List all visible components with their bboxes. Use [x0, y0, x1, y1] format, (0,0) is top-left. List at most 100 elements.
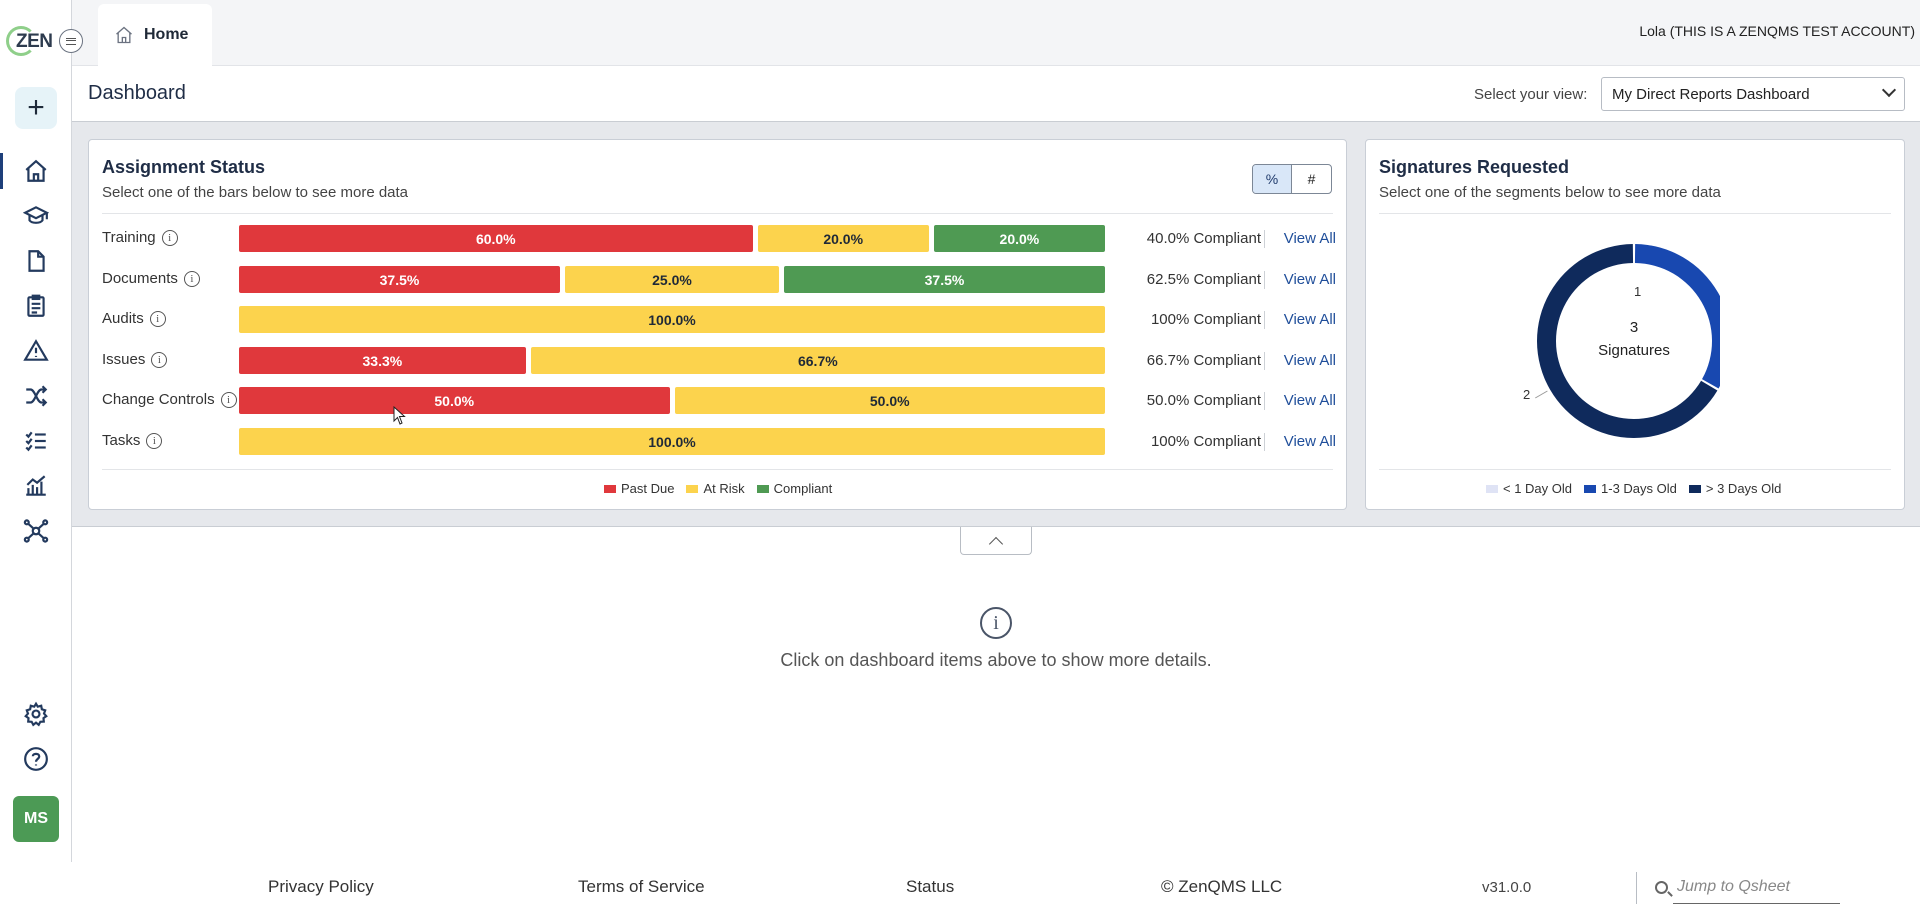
- row-label: Training i: [102, 229, 178, 246]
- signatures-card: Signatures Requested Select one of the s…: [1365, 139, 1905, 510]
- row-label: Documents i: [102, 270, 200, 287]
- divider: [1379, 213, 1891, 214]
- info-icon[interactable]: i: [220, 391, 237, 408]
- past-due-bar[interactable]: 37.5%: [239, 266, 560, 293]
- avatar[interactable]: MS: [13, 796, 59, 842]
- compliance-text: 100% Compliant: [1150, 433, 1261, 450]
- qsheet-search-input[interactable]: Jump to Qsheet: [1636, 872, 1840, 904]
- view-select-value: My Direct Reports Dashboard: [1612, 86, 1810, 103]
- signatures-donut-chart: 1 2 3 Signatures: [1523, 244, 1720, 438]
- divider: [1379, 469, 1891, 470]
- shuffle-icon[interactable]: [0, 376, 72, 416]
- compliant-bar[interactable]: 20.0%: [933, 225, 1105, 252]
- percent-toggle-button[interactable]: %: [1253, 165, 1292, 193]
- compliance-text: 50.0% Compliant: [1146, 392, 1261, 409]
- count-toggle-button[interactable]: #: [1307, 171, 1316, 187]
- view-select[interactable]: My Direct Reports Dashboard: [1601, 77, 1905, 111]
- assignment-row: Audits i 100.0% 100% Compliant View All: [102, 303, 1336, 335]
- compliant-bar[interactable]: 37.5%: [784, 266, 1105, 293]
- row-label: Tasks i: [102, 432, 163, 449]
- signatures-legend: < 1 Day Old 1-3 Days Old > 3 Days Old: [1486, 481, 1781, 496]
- qsheet-placeholder: Jump to Qsheet: [1677, 878, 1790, 895]
- view-all-link[interactable]: View All: [1283, 230, 1336, 247]
- legend-compliant: Compliant: [756, 481, 832, 496]
- view-all-link[interactable]: View All: [1283, 352, 1336, 369]
- checklist-icon[interactable]: [0, 421, 72, 461]
- tab-home[interactable]: Home: [98, 4, 212, 66]
- compliance-text: 100% Compliant: [1150, 311, 1261, 328]
- past-due-bar[interactable]: 33.3%: [239, 347, 526, 374]
- page-title: Dashboard: [88, 82, 186, 104]
- terms-of-service-link[interactable]: Terms of Service: [578, 877, 705, 896]
- home-icon[interactable]: [0, 151, 72, 191]
- legend-gt3-days[interactable]: > 3 Days Old: [1688, 481, 1781, 496]
- info-icon[interactable]: i: [151, 351, 168, 368]
- search-icon: [1655, 881, 1668, 894]
- donut-label-1-3-days: 1: [1634, 284, 1641, 299]
- at-risk-bar[interactable]: 66.7%: [530, 347, 1105, 374]
- details-hint: Click on dashboard items above to show m…: [780, 650, 1212, 670]
- info-icon: i: [980, 607, 1012, 639]
- legend-past-due: Past Due: [604, 481, 674, 496]
- view-all-link[interactable]: View All: [1283, 433, 1336, 450]
- row-label: Change Controls i: [102, 391, 237, 408]
- assignment-row: Training i 60.0% 20.0% 20.0% 40.0% Compliant V…: [102, 222, 1336, 254]
- donut-segment-1-3-days[interactable]: [1634, 244, 1720, 389]
- status-bars: 60.0% 20.0% 20.0%: [239, 225, 1105, 252]
- status-bars: 33.3% 66.7%: [239, 347, 1105, 374]
- row-label: Issues i: [102, 351, 168, 368]
- info-icon[interactable]: i: [146, 432, 163, 449]
- menu-toggle-icon[interactable]: [59, 29, 83, 53]
- version-label: v31.0.0: [1482, 879, 1532, 896]
- chart-icon[interactable]: [0, 466, 72, 506]
- status-bars: 100.0%: [239, 306, 1105, 333]
- info-icon[interactable]: i: [161, 229, 178, 246]
- network-icon[interactable]: [0, 511, 72, 551]
- legend-lt1-day[interactable]: < 1 Day Old: [1486, 481, 1572, 496]
- view-all-link[interactable]: View All: [1283, 311, 1336, 328]
- warning-icon[interactable]: [0, 331, 72, 371]
- help-icon[interactable]: [0, 739, 72, 779]
- assignment-status-title: Assignment Status: [102, 157, 266, 177]
- compliance-text: 66.7% Compliant: [1146, 352, 1261, 369]
- tab-home-label: Home: [144, 26, 189, 43]
- at-risk-bar[interactable]: 50.0%: [674, 387, 1105, 414]
- gear-icon[interactable]: [0, 694, 72, 734]
- chevron-down-icon: [1881, 82, 1897, 98]
- at-risk-bar[interactable]: 100.0%: [239, 306, 1105, 333]
- at-risk-bar[interactable]: 25.0%: [565, 266, 779, 293]
- at-risk-bar[interactable]: 100.0%: [239, 428, 1105, 455]
- assignment-row: Tasks i 100.0% 100% Compliant View All: [102, 425, 1336, 457]
- past-due-bar[interactable]: 60.0%: [239, 225, 753, 252]
- assignment-legend: Past Due At Risk Compliant: [604, 481, 832, 496]
- at-risk-bar[interactable]: 20.0%: [757, 225, 929, 252]
- assignment-row: Documents i 37.5% 25.0% 37.5% 62.5% Compliant…: [102, 263, 1336, 295]
- assignment-status-card: Assignment Status Select one of the bars…: [88, 139, 1347, 510]
- clipboard-icon[interactable]: [0, 286, 72, 326]
- assignment-row: Change Controls i 50.0% 50.0% 50.0% Complian…: [102, 384, 1336, 416]
- privacy-policy-link[interactable]: Privacy Policy: [268, 877, 374, 896]
- info-icon[interactable]: i: [183, 270, 200, 287]
- info-icon[interactable]: i: [149, 310, 166, 327]
- row-label: Audits i: [102, 310, 166, 327]
- graduation-cap-icon[interactable]: [0, 196, 72, 236]
- footer: Privacy Policy Terms of Service Status ©…: [0, 862, 1920, 912]
- home-tab-icon: [116, 26, 132, 44]
- percent-count-toggle: % #: [1252, 164, 1332, 194]
- document-icon[interactable]: [0, 241, 72, 281]
- signatures-title: Signatures Requested: [1379, 157, 1570, 177]
- user-name[interactable]: Lola (THIS IS A ZENQMS TEST ACCOUNT): [1639, 23, 1915, 39]
- donut-leader-line: [1535, 390, 1548, 399]
- zen-logo[interactable]: ZEN: [6, 24, 53, 58]
- mouse-cursor-icon: [393, 406, 406, 425]
- past-due-bar[interactable]: 50.0%: [239, 387, 670, 414]
- add-button[interactable]: +: [15, 87, 57, 129]
- collapse-panel-button[interactable]: [960, 527, 1032, 555]
- view-all-link[interactable]: View All: [1283, 392, 1336, 409]
- legend-1-3-days[interactable]: 1-3 Days Old: [1584, 481, 1677, 496]
- donut-label-gt3-days: 2: [1523, 387, 1530, 402]
- status-link[interactable]: Status: [906, 877, 955, 896]
- divider: [102, 469, 1333, 470]
- view-all-link[interactable]: View All: [1283, 271, 1336, 288]
- copyright: © ZenQMS LLC: [1161, 877, 1283, 896]
